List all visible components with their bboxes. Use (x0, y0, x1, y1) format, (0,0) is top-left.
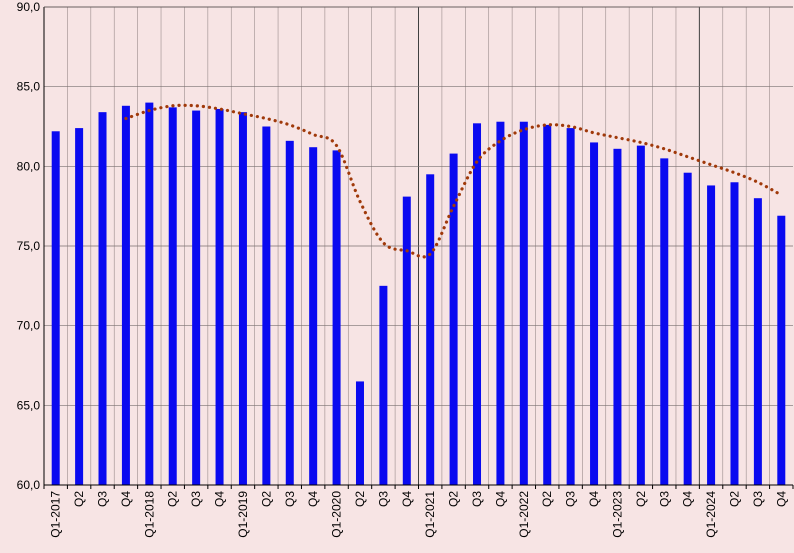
x-tick-label: Q3 (657, 491, 671, 507)
y-tick-label: 85,0 (17, 80, 41, 94)
y-tick-label: 75,0 (17, 239, 41, 253)
x-tick-label: Q2 (540, 491, 554, 507)
bar (98, 112, 107, 485)
bar (426, 174, 435, 486)
bar (285, 140, 294, 485)
x-tick-label: Q3 (564, 491, 578, 507)
x-tick-label: Q2 (166, 491, 180, 507)
bar (75, 128, 84, 486)
x-tick-label: Q2 (634, 491, 648, 507)
x-tick-label: Q4 (493, 491, 507, 507)
bar (566, 128, 575, 486)
bar (145, 102, 154, 485)
bar (332, 150, 341, 485)
bar (613, 148, 622, 485)
x-tick-label: Q1-2021 (423, 491, 437, 538)
bar (590, 142, 599, 485)
y-tick-label: 70,0 (17, 319, 41, 333)
x-tick-label: Q4 (400, 491, 414, 507)
y-tick-label: 60,0 (17, 478, 41, 492)
x-tick-label: Q3 (189, 491, 203, 507)
x-tick-label: Q4 (306, 491, 320, 507)
bar (402, 196, 411, 485)
bar (473, 123, 482, 486)
x-tick-label: Q4 (119, 491, 133, 507)
bar (121, 105, 130, 485)
bar (660, 158, 669, 485)
x-tick-label: Q2 (727, 491, 741, 507)
x-tick-label: Q4 (774, 491, 788, 507)
x-tick-label: Q3 (751, 491, 765, 507)
bar (51, 131, 60, 485)
x-tick-label: Q4 (587, 491, 601, 507)
bar (262, 126, 271, 485)
x-tick-label: Q1-2018 (142, 491, 156, 538)
bar (192, 110, 201, 486)
x-tick-label: Q1-2019 (236, 491, 250, 538)
x-tick-label: Q1-2023 (610, 491, 624, 538)
line-layer (124, 103, 783, 259)
x-tick-label: Q1-2022 (517, 491, 531, 538)
y-tick-label: 80,0 (17, 159, 41, 173)
x-tick-label: Q4 (681, 491, 695, 507)
bar (777, 215, 786, 485)
x-tick-label: Q3 (470, 491, 484, 507)
bar (449, 153, 458, 485)
y-tick-label: 90,0 (17, 0, 41, 14)
bar (309, 147, 318, 486)
x-tick-label: Q2 (72, 491, 86, 507)
bar (355, 381, 364, 485)
x-tick-label: Q3 (376, 491, 390, 507)
bar (683, 172, 692, 485)
axis-layer (43, 6, 794, 489)
x-tick-label: Q3 (283, 491, 297, 507)
x-tick-label: Q2 (353, 491, 367, 507)
x-tick-label: Q1-2024 (704, 491, 718, 538)
label-layer: 60,0 65,0 70,0 75,0 80,0 85,0 90,0 Q1-2017 Q2 Q3 Q… (17, 0, 789, 538)
x-tick-label: Q1-2017 (49, 491, 63, 538)
bar (730, 182, 739, 485)
bar (168, 107, 177, 485)
x-tick-label: Q4 (213, 491, 227, 507)
bar (753, 198, 762, 485)
x-tick-label: Q2 (447, 491, 461, 507)
x-tick-label: Q3 (96, 491, 110, 507)
bar-layer (51, 102, 786, 486)
bar (707, 185, 716, 485)
bar (379, 285, 388, 485)
y-tick-label: 65,0 (17, 398, 41, 412)
x-tick-label: Q2 (259, 491, 273, 507)
bar (519, 121, 528, 485)
bar (215, 108, 224, 486)
bar (543, 124, 552, 485)
x-tick-label: Q1-2020 (330, 491, 344, 538)
bar (238, 112, 247, 485)
trend-line (124, 103, 783, 259)
bar (496, 121, 505, 485)
bar (636, 145, 645, 485)
